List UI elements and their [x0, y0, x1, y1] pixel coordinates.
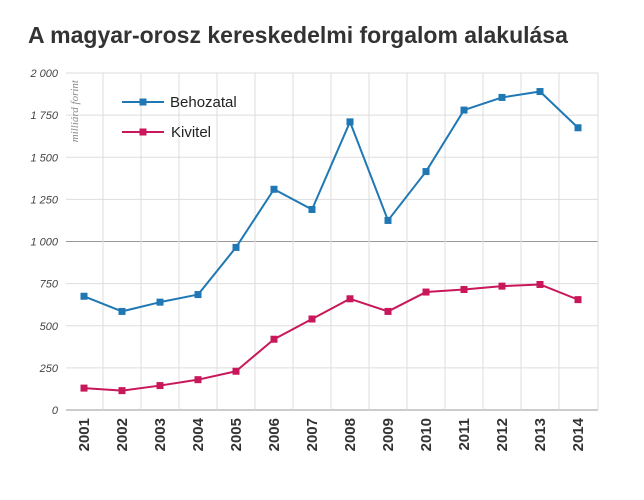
data-point	[80, 292, 88, 300]
data-point	[308, 205, 316, 213]
x-tick-label: 2009	[380, 418, 397, 451]
data-point	[384, 307, 392, 315]
x-tick-label: 2005	[228, 418, 245, 451]
x-tick-label: 2007	[304, 418, 321, 451]
series-1	[80, 280, 582, 395]
data-point	[194, 291, 202, 299]
series-line	[83, 283, 579, 392]
y-tick-label: 500	[40, 321, 59, 333]
y-tick-label: 1 250	[30, 194, 58, 206]
y-tick-label: 750	[40, 279, 59, 291]
legend-marker	[139, 98, 147, 106]
data-point	[536, 280, 544, 288]
series-line	[83, 90, 579, 313]
data-point	[574, 124, 582, 132]
y-tick-label: 250	[39, 363, 59, 375]
data-point	[232, 367, 240, 375]
x-tick-label: 2002	[114, 418, 131, 451]
data-point	[346, 118, 354, 126]
data-point	[118, 307, 126, 315]
y-axis-label: milliárd forint	[69, 79, 81, 142]
data-point	[308, 315, 316, 323]
x-tick-label: 2006	[266, 418, 283, 451]
x-tick-label: 2013	[532, 418, 549, 451]
y-tick-label: 2 000	[29, 68, 58, 80]
legend-entry: Kivitel	[122, 124, 211, 141]
data-point	[422, 288, 430, 296]
x-tick-label: 2004	[190, 417, 207, 451]
y-tick-label: 1 750	[30, 110, 58, 122]
legend-marker	[139, 128, 147, 136]
legend-label: Kivitel	[171, 124, 211, 141]
data-point	[156, 298, 164, 306]
x-tick-label: 2001	[76, 418, 93, 451]
x-tick-label: 2003	[152, 418, 169, 451]
data-point	[498, 93, 506, 101]
series-layer	[80, 88, 582, 395]
data-point	[270, 335, 278, 343]
legend: Behozatal Kivitel	[122, 94, 237, 141]
data-point	[574, 296, 582, 304]
x-tick-label: 2010	[418, 418, 435, 451]
data-point	[118, 387, 126, 395]
data-point	[156, 382, 164, 390]
y-tick-label: 1 500	[30, 152, 58, 164]
legend-label: Behozatal	[170, 94, 237, 111]
chart-title: A magyar-orosz kereskedelmi forgalom ala…	[28, 22, 568, 48]
data-point	[194, 376, 202, 384]
data-point	[270, 185, 278, 193]
data-point	[346, 295, 354, 303]
y-tick-label: 1 000	[30, 237, 58, 249]
legend-entry: Behozatal	[122, 94, 237, 111]
axis-layer: 0 250 500 750 1 000 1 250 1 500 1 750 2 000 2001 2…	[29, 68, 587, 451]
data-point	[384, 216, 392, 224]
series-0	[80, 88, 582, 315]
data-point	[460, 286, 468, 294]
x-tick-label: 2012	[494, 418, 511, 451]
x-tick-label: 2011	[456, 418, 473, 451]
data-point	[422, 168, 430, 176]
data-point	[460, 106, 468, 114]
grid-layer	[66, 72, 599, 411]
y-tick-label: 0	[52, 405, 59, 417]
data-point	[498, 282, 506, 290]
data-point	[232, 243, 240, 251]
data-point	[80, 384, 88, 392]
data-point	[536, 88, 544, 96]
x-tick-label: 2014	[570, 417, 587, 451]
x-tick-label: 2008	[342, 418, 359, 451]
